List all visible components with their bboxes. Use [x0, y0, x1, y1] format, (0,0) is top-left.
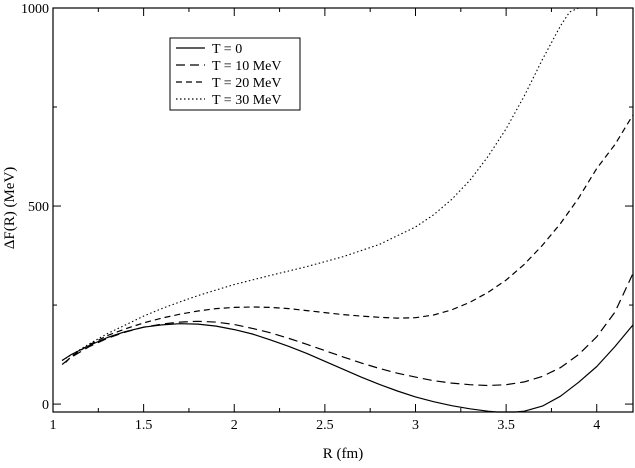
y-axis-ticks: 0 500 1000	[21, 2, 633, 413]
legend-box	[169, 37, 301, 111]
y-tick-label: 0	[42, 398, 49, 413]
x-tick-label: 2	[231, 418, 238, 433]
series-line-1	[61, 323, 634, 413]
x-tick-label: 3	[412, 418, 419, 433]
series-line-4	[61, 7, 579, 361]
series-line-2	[61, 273, 634, 387]
legend-label: T = 0	[212, 42, 242, 57]
legend-label: T = 20 MeV	[212, 76, 281, 91]
x-tick-label: 4	[593, 418, 600, 433]
x-tick-label: 1.5	[135, 418, 153, 433]
legend-label: T = 10 MeV	[212, 59, 281, 74]
x-tick-label: 1	[50, 418, 57, 433]
y-tick-label: 500	[28, 200, 49, 215]
series-lines	[61, 7, 634, 413]
legend-label: T = 30 MeV	[212, 93, 281, 108]
y-axis-label: ΔF(R) (MeV)	[2, 167, 18, 250]
legend: T = 0 T = 10 MeV T = 20 MeV T = 30 MeV	[169, 37, 301, 111]
plot-frame	[52, 7, 634, 413]
x-axis-ticks: 1 1.5 2 2.5 3 3.5 4	[50, 8, 600, 433]
x-axis-label: R (fm)	[323, 446, 363, 462]
x-tick-label: 2.5	[316, 418, 334, 433]
x-tick-label: 3.5	[497, 418, 515, 433]
y-tick-label: 1000	[21, 2, 49, 17]
series-line-3	[65, 114, 634, 363]
